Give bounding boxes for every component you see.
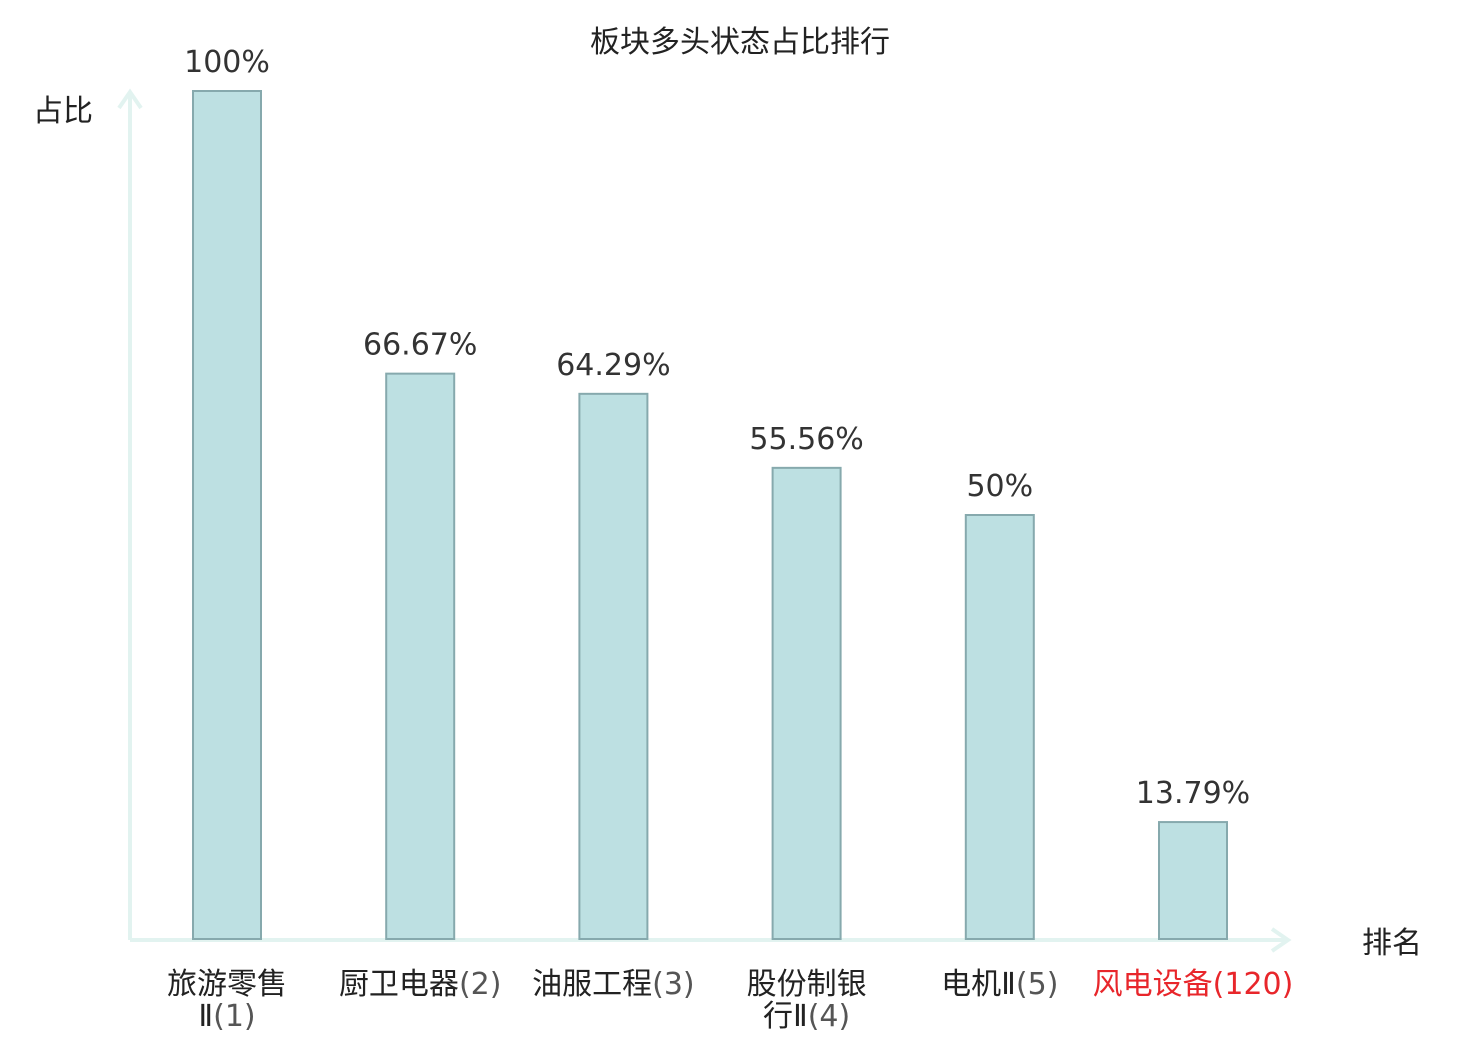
axes xyxy=(117,88,1292,953)
x-axis-label: 排名 xyxy=(1362,926,1422,961)
category-label-4-line-2: 行Ⅱ(4) xyxy=(763,999,850,1034)
category-label-3-line-1: 油服工程(3) xyxy=(532,967,695,1002)
value-label-3: 64.29% xyxy=(556,348,670,383)
value-label-1: 100% xyxy=(184,45,270,80)
bar-2 xyxy=(385,372,456,940)
category-label-2-line-1: 厨卫电器(2) xyxy=(339,967,502,1002)
value-label-5: 50% xyxy=(966,469,1033,504)
bars xyxy=(192,90,1228,940)
value-label-4: 55.56% xyxy=(749,422,863,457)
category-label-4-line-1: 股份制银 xyxy=(747,967,867,1002)
y-axis-label: 占比 xyxy=(33,94,93,129)
category-label-5-line-1: 电机Ⅱ(5) xyxy=(941,967,1058,1002)
x-axis-arrow xyxy=(1270,927,1292,953)
y-axis-arrow xyxy=(117,88,143,110)
bar-6 xyxy=(1158,821,1228,940)
category-label-6-line-1: 风电设备(120) xyxy=(1093,967,1294,1002)
value-labels: 100% 66.67% 64.29% 55.56% 50% 13.79% xyxy=(184,45,1250,811)
value-label-2: 66.67% xyxy=(363,328,477,363)
bar-5 xyxy=(964,514,1035,940)
bar-4 xyxy=(771,466,842,940)
category-label-1-line-2: Ⅱ(1) xyxy=(198,999,255,1034)
bar-3 xyxy=(578,392,649,940)
bar-1 xyxy=(192,90,262,940)
category-label-1-line-1: 旅游零售 xyxy=(167,967,287,1002)
value-label-6: 13.79% xyxy=(1136,776,1250,811)
chart-title: 板块多头状态占比排行 xyxy=(590,25,890,60)
